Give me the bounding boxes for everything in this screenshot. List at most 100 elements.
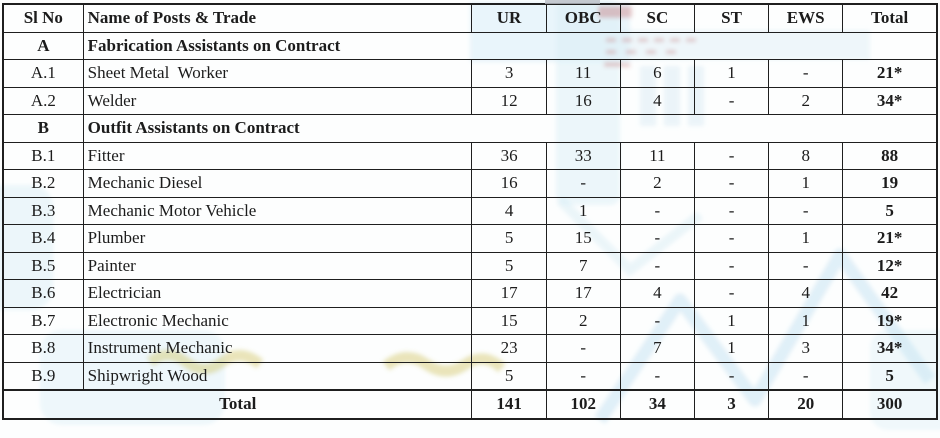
cell-st: 1: [693, 334, 770, 363]
cell-ews: 8: [768, 141, 844, 170]
cell-sc: 4: [619, 86, 695, 115]
post-row: B.6 Electrician 17 17 4 - 4 42: [2, 279, 938, 308]
post-row: B.3 Mechanic Motor Vehicle 4 1 - - - 5: [2, 196, 938, 225]
cell-sl: B.3: [2, 196, 84, 225]
col-header-name: Name of Posts & Trade: [82, 3, 473, 33]
cell-obc: 1: [545, 196, 621, 225]
cell-obc: 7: [545, 251, 621, 280]
cell-obc: 33: [545, 141, 621, 170]
cell-ur: 3: [471, 59, 547, 88]
cell-obc: 102: [545, 389, 621, 419]
post-row: B.1 Fitter 36 33 11 - 8 88: [2, 141, 938, 170]
post-row: B.8 Instrument Mechanic 23 - 7 1 3 34*: [2, 334, 938, 363]
post-row: B.7 Electronic Mechanic 15 2 - 1 1 19*: [2, 306, 938, 335]
cell-sc: 34: [619, 389, 695, 419]
cell-ews: 4: [768, 279, 844, 308]
cell-ur: 23: [471, 334, 547, 363]
cell-sc: 11: [619, 141, 695, 170]
cell-obc: -: [545, 361, 621, 391]
cell-obc: -: [545, 334, 621, 363]
cell-total: 42: [842, 279, 938, 308]
col-header-ur: UR: [471, 3, 547, 33]
cell-section-name: Fabrication Assistants on Contract: [82, 31, 938, 60]
grand-total-row: Total 141 102 34 3 20 300: [2, 389, 938, 419]
cell-ews: 20: [768, 389, 844, 419]
cell-total: 34*: [842, 334, 938, 363]
cell-ur: 12: [471, 86, 547, 115]
cell-ur: 16: [471, 169, 547, 198]
cell-sl: A.2: [2, 86, 84, 115]
cell-sl: B.8: [2, 334, 84, 363]
cell-name: Electronic Mechanic: [82, 306, 473, 335]
cell-sc: -: [619, 196, 695, 225]
cell-total: 5: [842, 361, 938, 391]
col-header-sc: SC: [619, 3, 695, 33]
post-row: B.9 Shipwright Wood 5 - - - - 5: [2, 361, 938, 391]
vacancy-table: Sl No Name of Posts & Trade UR OBC SC ST…: [2, 3, 938, 420]
cell-sl: B.6: [2, 279, 84, 308]
cell-name: Fitter: [82, 141, 473, 170]
cell-st: -: [693, 141, 770, 170]
cell-ews: -: [768, 196, 844, 225]
cell-section-name: Outfit Assistants on Contract: [82, 114, 938, 143]
header-row: Sl No Name of Posts & Trade UR OBC SC ST…: [2, 3, 938, 33]
cell-sc: 6: [619, 59, 695, 88]
cell-sl: B.4: [2, 224, 84, 253]
cell-sc: -: [619, 224, 695, 253]
cell-ur: 17: [471, 279, 547, 308]
cell-ur: 141: [471, 389, 547, 419]
cell-total: 19*: [842, 306, 938, 335]
section-row-b: B Outfit Assistants on Contract: [2, 114, 938, 143]
cell-sl: B.9: [2, 361, 84, 391]
cell-obc: 16: [545, 86, 621, 115]
col-header-st: ST: [693, 3, 770, 33]
cell-st: 1: [693, 59, 770, 88]
cell-total: 19: [842, 169, 938, 198]
cell-obc: 17: [545, 279, 621, 308]
cell-st: -: [693, 224, 770, 253]
cell-sl: A: [2, 31, 84, 60]
cell-sl: B: [2, 114, 84, 143]
cell-ews: -: [768, 59, 844, 88]
cell-st: -: [693, 251, 770, 280]
cell-ur: 5: [471, 224, 547, 253]
cell-total: 12*: [842, 251, 938, 280]
post-row: B.2 Mechanic Diesel 16 - 2 - 1 19: [2, 169, 938, 198]
cell-total: 5: [842, 196, 938, 225]
cell-obc: 11: [545, 59, 621, 88]
cell-name: Welder: [82, 86, 473, 115]
cell-name: Instrument Mechanic: [82, 334, 473, 363]
grand-total-label: Total: [2, 389, 473, 419]
cell-sc: 4: [619, 279, 695, 308]
cell-ur: 15: [471, 306, 547, 335]
scan-edge-artifact: [545, 0, 600, 4]
cell-sl: B.2: [2, 169, 84, 198]
cell-st: -: [693, 86, 770, 115]
cell-st: 1: [693, 306, 770, 335]
cell-st: -: [693, 169, 770, 198]
cell-sc: -: [619, 306, 695, 335]
col-header-ews: EWS: [768, 3, 844, 33]
cell-name: Plumber: [82, 224, 473, 253]
cell-sl: B.7: [2, 306, 84, 335]
cell-name: Mechanic Diesel: [82, 169, 473, 198]
cell-name: Painter: [82, 251, 473, 280]
cell-total: 21*: [842, 224, 938, 253]
cell-obc: 15: [545, 224, 621, 253]
cell-sl: B.5: [2, 251, 84, 280]
cell-obc: 2: [545, 306, 621, 335]
cell-st: -: [693, 196, 770, 225]
cell-ews: -: [768, 361, 844, 391]
post-row: A.1 Sheet Metal Worker 3 11 6 1 - 21*: [2, 59, 938, 88]
cell-ur: 5: [471, 361, 547, 391]
cell-name: Shipwright Wood: [82, 361, 473, 391]
cell-ur: 4: [471, 196, 547, 225]
cell-name: Sheet Metal Worker: [82, 59, 473, 88]
cell-total: 88: [842, 141, 938, 170]
cell-st: -: [693, 361, 770, 391]
section-row-a: A Fabrication Assistants on Contract: [2, 31, 938, 60]
cell-ews: 3: [768, 334, 844, 363]
cell-obc: -: [545, 169, 621, 198]
cell-total: 21*: [842, 59, 938, 88]
